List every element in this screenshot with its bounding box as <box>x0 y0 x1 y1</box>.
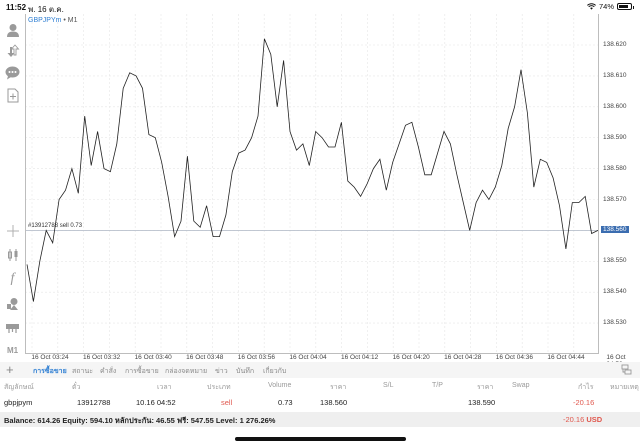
total-profit: -20.16 USD <box>563 415 603 424</box>
price-tick: 138.540 <box>603 288 627 296</box>
col-profit: กำไร <box>578 384 594 391</box>
col-price: ราคา <box>330 384 347 391</box>
tab-positions[interactable]: สถานะ <box>72 368 93 375</box>
tab-mailbox[interactable]: กล่องจดหมาย <box>165 368 208 375</box>
bottom-tabs: + การซื้อขาย สถานะ คำสั่ง การซื้อขาย กล่… <box>0 362 640 378</box>
tab-journal[interactable]: บันทึก <box>236 368 255 375</box>
price-tick: 138.600 <box>603 102 627 110</box>
time-tick: 16 Oct 04:28 <box>444 354 482 361</box>
indicator-icon[interactable]: f <box>10 270 15 286</box>
crosshair-icon[interactable] <box>4 222 21 239</box>
date: พ. 16 ต.ค. <box>28 5 64 14</box>
time-tick: 16 Oct 03:24 <box>31 354 69 361</box>
trade-arrows-icon[interactable] <box>4 42 21 59</box>
wifi-icon <box>587 3 596 10</box>
left-toolbar: f M1 <box>0 14 25 356</box>
order-line-label[interactable]: #13912788 sell 0.73 <box>28 223 83 229</box>
time-tick: 16 Oct 03:40 <box>134 354 172 361</box>
time-tick: 16 Oct 03:56 <box>237 354 276 361</box>
clock: 11:52 <box>6 3 27 12</box>
status-right: 74% <box>587 2 634 11</box>
balance-summary: Balance: 614.26 Equity: 594.10 หลักประกั… <box>4 416 276 425</box>
tab-about[interactable]: เกี่ยวกับ <box>263 368 287 375</box>
row-volume: 0.73 <box>278 398 293 407</box>
tab-orders[interactable]: คำสั่ง <box>100 368 117 375</box>
account-icon[interactable] <box>4 22 21 39</box>
row-price: 138.560 <box>320 398 348 407</box>
time-tick: 16 Oct 04:20 <box>392 354 430 361</box>
row-time: 10.16 04:52 <box>136 398 176 407</box>
col-swap: Swap <box>512 382 530 389</box>
chat-icon[interactable] <box>4 64 21 81</box>
time-tick: 16 Oct 04:12 <box>340 354 379 361</box>
price-tick: 138.570 <box>603 195 627 203</box>
time-tick: 16 Oct 04:04 <box>289 354 327 361</box>
battery-percent: 74% <box>598 2 614 11</box>
row-current-price: 138.590 <box>468 398 496 407</box>
row-profit: -20.16 <box>573 398 595 407</box>
col-volume: Volume <box>268 382 292 389</box>
tab-news[interactable]: ข่าว <box>215 368 228 375</box>
col-time: เวลา <box>157 384 172 391</box>
price-tick: 138.580 <box>603 164 627 172</box>
chart-timeframe: M1 <box>67 17 78 24</box>
battery-icon <box>617 3 634 10</box>
tab-history[interactable]: การซื้อขาย <box>125 368 159 375</box>
row-ticket: 13912788 <box>77 398 111 407</box>
time-tick: 16 Oct 04:36 <box>495 354 534 361</box>
balance-bar: Balance: 614.26 Equity: 594.10 หลักประกั… <box>0 412 640 427</box>
home-indicator[interactable] <box>235 437 406 441</box>
col-current-price: ราคา <box>477 384 494 391</box>
new-document-icon[interactable] <box>4 87 21 104</box>
chart-type-icon[interactable] <box>4 246 21 263</box>
layouts-icon[interactable] <box>4 319 21 336</box>
objects-icon[interactable] <box>4 295 21 312</box>
col-ticket: ตั๋ว <box>72 384 81 391</box>
price-chart[interactable]: GBPJPYm • M1 #13912788 sell 0.73 138.620… <box>25 14 640 368</box>
chart-symbol-label: GBPJPYm • M1 <box>28 17 78 24</box>
status-bar: 11:52 พ. 16 ต.ค. 74% <box>0 0 640 14</box>
row-symbol: gbpjpym <box>4 398 33 407</box>
tab-trade[interactable]: การซื้อขาย <box>33 368 67 375</box>
price-tick: 138.530 <box>603 319 627 327</box>
positions-table-header: สัญลักษณ์ ตั๋ว เวลา ประเภท Volume ราคา S… <box>0 380 640 393</box>
detach-panel-icon[interactable] <box>621 364 632 375</box>
price-tick: 138.610 <box>603 71 627 79</box>
price-tick: 138.620 <box>603 41 627 48</box>
time-tick: 16 Oct 04:44 <box>547 354 585 361</box>
add-icon[interactable]: + <box>6 362 14 377</box>
col-sl: S/L <box>383 382 394 389</box>
timeframe-button[interactable]: M1 <box>6 346 19 355</box>
row-type: sell <box>221 398 233 407</box>
chart-symbol: GBPJPYm <box>28 17 62 24</box>
col-symbol: สัญลักษณ์ <box>4 384 34 391</box>
current-price-marker: 138.560 <box>601 226 629 234</box>
chart-frame <box>25 14 599 354</box>
col-type: ประเภท <box>207 384 231 391</box>
chart-plot[interactable] <box>25 14 599 354</box>
price-line <box>26 38 599 302</box>
price-tick: 138.590 <box>603 133 627 141</box>
table-row[interactable]: gbpjpym 13912788 10.16 04:52 sell 0.73 1… <box>0 396 640 410</box>
time-tick: 16 Oct 03:32 <box>82 354 121 361</box>
price-tick: 138.550 <box>603 257 627 265</box>
col-tp: T/P <box>432 382 443 389</box>
col-comment: หมายเหตุ <box>610 384 639 391</box>
time-tick: 16 Oct 03:48 <box>186 354 224 361</box>
